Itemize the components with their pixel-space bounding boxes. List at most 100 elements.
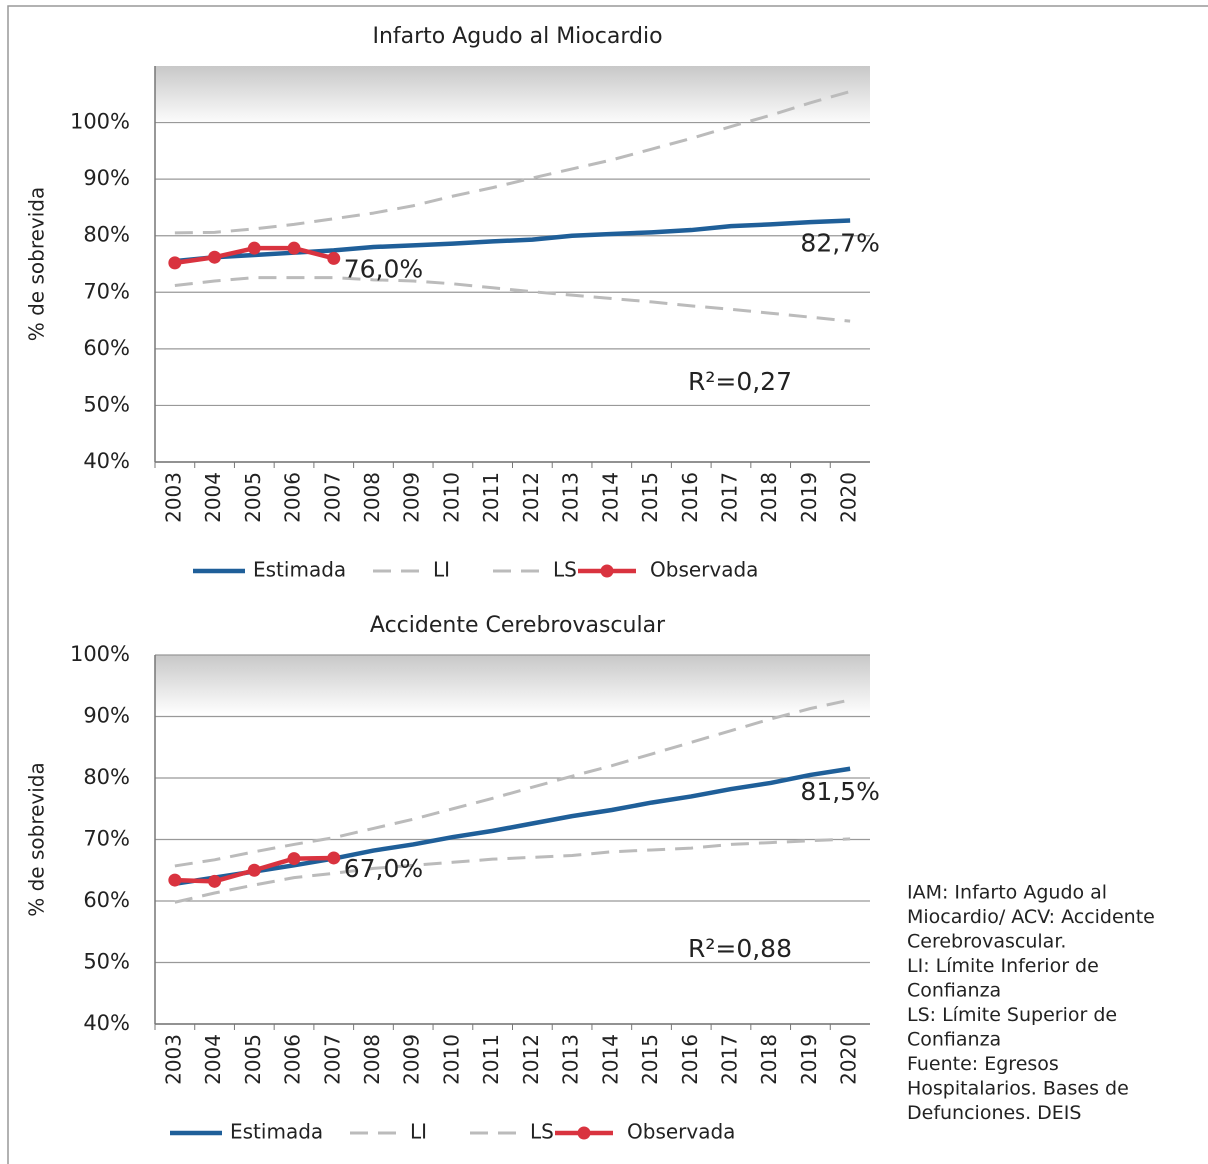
note-line: LS: Límite Superior de [907, 1004, 1117, 1026]
x-tick-label: 2014 [598, 472, 622, 523]
y-tick-label: 100% [70, 642, 130, 666]
x-tick-label: 2011 [479, 472, 503, 523]
y-tick-label: 40% [83, 1011, 130, 1035]
annotation: R²=0,88 [688, 934, 792, 963]
frame [7, 5, 1208, 1164]
x-tick-label: 2015 [638, 472, 662, 523]
legend-label: Estimada [253, 558, 346, 582]
x-tick-label: 2006 [281, 1034, 305, 1085]
x-tick-label: 2010 [439, 472, 463, 523]
y-tick-label: 50% [83, 950, 130, 974]
y-tick-label: 100% [70, 110, 130, 134]
plot-shade [155, 66, 870, 126]
y-tick-label: 60% [83, 336, 130, 360]
x-tick-label: 2015 [638, 1034, 662, 1085]
x-tick-label: 2018 [757, 1034, 781, 1085]
y-tick-label: 70% [83, 827, 130, 851]
note-line: Defunciones. DEIS [907, 1102, 1081, 1124]
legend-label: Observada [650, 558, 758, 582]
x-tick-label: 2008 [360, 1034, 384, 1085]
point [327, 851, 341, 865]
x-tick-label: 2008 [360, 472, 384, 523]
y-tick-label: 40% [83, 449, 130, 473]
x-tick-label: 2009 [400, 472, 424, 523]
annotation: R²=0,27 [688, 367, 792, 396]
note-line: Cerebrovascular. [907, 931, 1066, 953]
x-tick-label: 2007 [320, 1034, 344, 1085]
note-line: Hospitalarios. Bases de [907, 1078, 1129, 1100]
point [287, 241, 301, 255]
x-tick-label: 2020 [837, 1034, 861, 1085]
value-label: 82,7% [800, 228, 879, 257]
x-tick-label: 2003 [161, 1034, 185, 1085]
x-tick-label: 2020 [837, 472, 861, 523]
chart-title: Infarto Agudo al Miocardio [372, 24, 662, 49]
x-tick-label: 2005 [241, 1034, 265, 1085]
note-line: Fuente: Egresos [907, 1053, 1059, 1075]
x-tick-label: 2019 [797, 1034, 821, 1085]
series-line [174, 698, 851, 868]
x-tick-label: 2013 [559, 472, 583, 523]
point [168, 256, 182, 270]
legend-label: LS [530, 1120, 554, 1144]
x-tick-label: 2016 [678, 1034, 702, 1085]
point [327, 251, 341, 265]
x-tick-label: 2009 [400, 1034, 424, 1085]
x-tick-label: 2017 [717, 1034, 741, 1085]
value-label: 67,0% [344, 854, 423, 883]
point [168, 873, 182, 887]
plot-shade [155, 655, 870, 715]
x-tick-label: 2005 [241, 472, 265, 523]
x-tick-label: 2018 [757, 472, 781, 523]
y-tick-label: 80% [83, 765, 130, 789]
y-tick-label: 90% [83, 166, 130, 190]
y-tick-label: 80% [83, 223, 130, 247]
x-tick-label: 2017 [717, 472, 741, 523]
x-tick-label: 2006 [281, 472, 305, 523]
legend-marker [577, 1126, 591, 1140]
note-line: Miocardio/ ACV: Accidente [907, 906, 1155, 928]
x-tick-label: 2011 [479, 1034, 503, 1085]
series-line [174, 218, 851, 264]
x-tick-label: 2013 [559, 1034, 583, 1085]
chart-title: Accidente Cerebrovascular [370, 613, 666, 638]
x-tick-label: 2012 [519, 1034, 543, 1085]
note-line: Confianza [907, 1029, 1001, 1051]
x-tick-label: 2016 [678, 472, 702, 523]
legend-label: LI [410, 1120, 427, 1144]
x-tick-label: 2012 [519, 472, 543, 523]
x-tick-label: 2019 [797, 472, 821, 523]
point [208, 874, 222, 888]
y-tick-label: 50% [83, 392, 130, 416]
y-tick-label: 90% [83, 704, 130, 728]
x-tick-label: 2004 [201, 472, 225, 523]
legend-label: LI [433, 558, 450, 582]
note-line: IAM: Infarto Agudo al [907, 882, 1107, 904]
series-line [174, 90, 851, 235]
legend-marker [600, 564, 614, 578]
note-line: LI: Límite Inferior de [907, 955, 1099, 977]
point [287, 852, 301, 866]
x-tick-label: 2010 [439, 1034, 463, 1085]
y-axis-label: % de sobrevida [25, 762, 49, 917]
value-label: 76,0% [344, 254, 423, 283]
x-tick-label: 2014 [598, 1034, 622, 1085]
x-tick-label: 2007 [320, 472, 344, 523]
point [247, 241, 261, 255]
point [247, 863, 261, 877]
point [208, 250, 222, 264]
y-tick-label: 70% [83, 279, 130, 303]
note-line: Confianza [907, 980, 1001, 1002]
series-line [174, 276, 851, 323]
series-line [174, 837, 851, 904]
legend-label: Observada [627, 1120, 735, 1144]
value-label: 81,5% [800, 777, 879, 806]
legend-label: LS [553, 558, 577, 582]
legend-label: Estimada [230, 1120, 323, 1144]
x-tick-label: 2004 [201, 1034, 225, 1085]
y-tick-label: 60% [83, 888, 130, 912]
y-axis-label: % de sobrevida [25, 187, 49, 342]
series-line [174, 766, 851, 887]
x-tick-label: 2003 [161, 472, 185, 523]
